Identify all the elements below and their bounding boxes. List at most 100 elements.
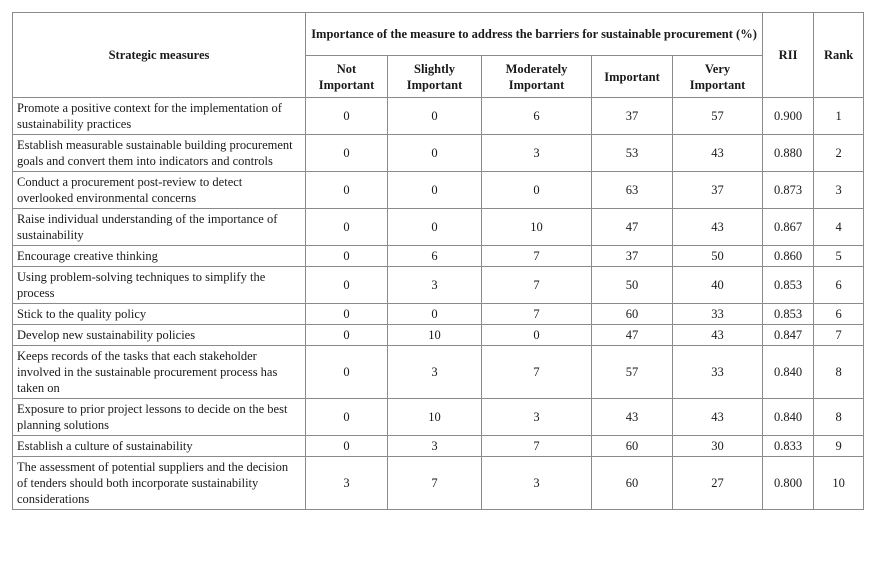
table-row: Using problem-solving techniques to simp… — [12, 266, 865, 304]
measure-cell: Raise individual understanding of the im… — [12, 208, 306, 246]
table-row: Exposure to prior project lessons to dec… — [12, 398, 865, 436]
value-cell: 10 — [481, 208, 592, 246]
measure-cell: Using problem-solving techniques to simp… — [12, 266, 306, 304]
table-row: Keeps records of the tasks that each sta… — [12, 345, 865, 399]
value-cell: 6 — [481, 97, 592, 135]
value-cell: 3 — [481, 134, 592, 172]
header-row: Strategic measures Importance of the mea… — [12, 12, 865, 98]
value-cell: 0 — [387, 303, 482, 325]
value-cell: 0.873 — [762, 171, 815, 209]
header-cell: Very Important — [671, 55, 764, 98]
table-row: Promote a positive context for the imple… — [12, 97, 865, 135]
value-cell: 9 — [813, 435, 865, 457]
value-cell: 0 — [305, 171, 388, 209]
value-cell: 0 — [481, 171, 592, 209]
value-cell: 0.867 — [762, 208, 815, 246]
value-cell: 7 — [481, 245, 592, 267]
value-cell: 60 — [591, 303, 673, 325]
value-cell: 30 — [671, 435, 764, 457]
value-cell: 6 — [813, 266, 865, 304]
value-cell: 43 — [671, 398, 764, 436]
value-cell: 7 — [813, 324, 865, 346]
measure-cell: Conduct a procurement post-review to det… — [12, 171, 306, 209]
value-cell: 0.840 — [762, 345, 815, 399]
header-cell: Slightly Important — [387, 55, 482, 98]
value-cell: 3 — [481, 456, 592, 510]
table-row: Encourage creative thinking 0 6 7 37 50 0.860 5 — [12, 245, 865, 267]
table-row: Establish a culture of sustainability 0 3 7… — [12, 435, 865, 457]
value-cell: 0.833 — [762, 435, 815, 457]
value-cell: 43 — [671, 324, 764, 346]
value-cell: 7 — [387, 456, 482, 510]
measure-cell: Stick to the quality policy — [12, 303, 306, 325]
value-cell: 57 — [591, 345, 673, 399]
table-row: Conduct a procurement post-review to det… — [12, 171, 865, 209]
header-group: Importance of the measure to address the… — [304, 12, 764, 56]
measure-cell: Encourage creative thinking — [12, 245, 306, 267]
value-cell: 0 — [305, 97, 388, 135]
value-cell: 0 — [305, 345, 388, 399]
value-cell: 10 — [387, 398, 482, 436]
header-row: Not Important Slightly Important Moderatel… — [13, 55, 864, 98]
measure-cell: Promote a positive context for the imple… — [12, 97, 306, 135]
table-row: Raise individual understanding of the im… — [12, 208, 865, 246]
measures-table: Strategic measures Importance of the mea… — [12, 12, 865, 510]
measure-cell: Establish a culture of sustainability — [12, 435, 306, 457]
value-cell: 7 — [481, 345, 592, 399]
value-cell: 0 — [387, 134, 482, 172]
value-cell: 0.800 — [762, 456, 815, 510]
value-cell: 47 — [591, 324, 673, 346]
header-cell: Not Important — [305, 55, 388, 98]
value-cell: 57 — [671, 97, 764, 135]
value-cell: 47 — [591, 208, 673, 246]
table-row: Establish measurable sustainable buildin… — [12, 134, 865, 172]
value-cell: 6 — [387, 245, 482, 267]
value-cell: 37 — [591, 97, 673, 135]
value-cell: 50 — [671, 245, 764, 267]
value-cell: 0 — [387, 171, 482, 209]
value-cell: 33 — [671, 345, 764, 399]
value-cell: 3 — [387, 266, 482, 304]
value-cell: 3 — [481, 398, 592, 436]
table-row: Develop new sustainability policies 0 10 0 4… — [12, 324, 865, 346]
table-row: The assessment of potential suppliers an… — [12, 456, 865, 510]
value-cell: 3 — [305, 456, 388, 510]
value-cell: 43 — [671, 208, 764, 246]
measure-cell: Develop new sustainability policies — [12, 324, 306, 346]
header-cell: Moderately Important — [481, 55, 592, 98]
value-cell: 63 — [591, 171, 673, 209]
value-cell: 3 — [387, 345, 482, 399]
value-cell: 0 — [305, 245, 388, 267]
value-cell: 0 — [305, 303, 388, 325]
value-cell: 0 — [305, 208, 388, 246]
value-cell: 7 — [481, 266, 592, 304]
value-cell: 7 — [481, 303, 592, 325]
value-cell: 50 — [591, 266, 673, 304]
value-cell: 0.840 — [762, 398, 815, 436]
value-cell: 8 — [813, 398, 865, 436]
value-cell: 60 — [591, 435, 673, 457]
value-cell: 53 — [591, 134, 673, 172]
value-cell: 0.880 — [762, 134, 815, 172]
header-cell: Rank — [813, 12, 865, 98]
value-cell: 60 — [591, 456, 673, 510]
table-body: Promote a positive context for the imple… — [12, 97, 865, 510]
value-cell: 0 — [305, 134, 388, 172]
value-cell: 43 — [591, 398, 673, 436]
value-cell: 10 — [813, 456, 865, 510]
value-cell: 0.900 — [762, 97, 815, 135]
value-cell: 0 — [481, 324, 592, 346]
value-cell: 0.847 — [762, 324, 815, 346]
value-cell: 27 — [671, 456, 764, 510]
value-cell: 2 — [813, 134, 865, 172]
measure-cell: Keeps records of the tasks that each sta… — [12, 345, 306, 399]
value-cell: 0 — [387, 97, 482, 135]
value-cell: 3 — [813, 171, 865, 209]
value-cell: 4 — [813, 208, 865, 246]
value-cell: 0.853 — [762, 266, 815, 304]
measure-cell: Establish measurable sustainable buildin… — [12, 134, 306, 172]
value-cell: 33 — [671, 303, 764, 325]
value-cell: 5 — [813, 245, 865, 267]
value-cell: 0 — [305, 266, 388, 304]
